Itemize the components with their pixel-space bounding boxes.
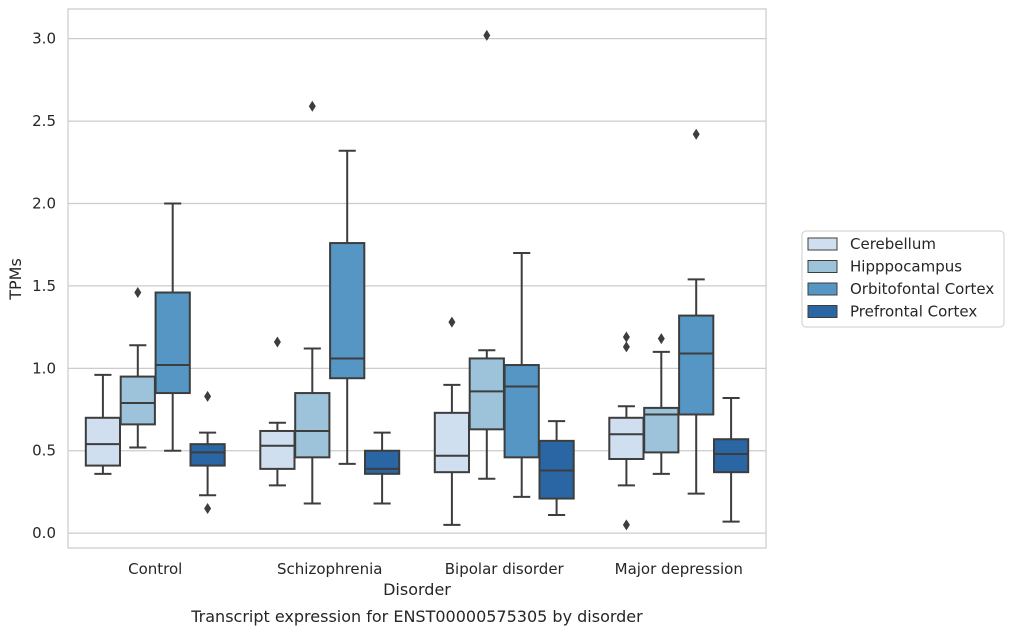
box-orbitofontal-cortex-major-depression bbox=[678, 128, 715, 495]
box-iqr bbox=[433, 411, 471, 474]
outlier-point bbox=[657, 333, 665, 345]
chart-caption: Transcript expression for ENST0000057530… bbox=[190, 607, 643, 626]
box-iqr bbox=[329, 242, 366, 380]
box-iqr bbox=[503, 364, 540, 459]
outlier-point bbox=[483, 29, 491, 41]
box-iqr bbox=[678, 314, 715, 416]
outlier-point bbox=[622, 331, 630, 343]
box-hipppocampus-bipolar-disorder bbox=[468, 29, 505, 480]
box-cerebellum-major-depression bbox=[608, 331, 645, 531]
legend-swatch bbox=[807, 237, 838, 251]
box-cerebellum-control bbox=[84, 373, 122, 475]
box-prefrontal-cortex-schizophrenia bbox=[363, 431, 401, 505]
box-orbitofontal-cortex-schizophrenia bbox=[329, 149, 366, 465]
legend-label: Prefrontal Cortex bbox=[850, 303, 977, 321]
outlier-point bbox=[622, 519, 630, 531]
legend-label: Orbitofontal Cortex bbox=[850, 280, 994, 298]
box-iqr bbox=[363, 449, 401, 475]
box-orbitofontal-cortex-control bbox=[154, 202, 191, 452]
outlier-point bbox=[692, 128, 700, 140]
box-iqr bbox=[608, 416, 645, 460]
y-axis-title: TPMs bbox=[6, 258, 25, 301]
box-cerebellum-bipolar-disorder bbox=[433, 316, 471, 526]
box-iqr bbox=[294, 392, 331, 459]
legend-swatch bbox=[807, 305, 838, 318]
x-tick-labels: Control Schizophrenia Bipolar disorder Majo… bbox=[128, 560, 743, 578]
legend: Cerebellum Hipppocampus Orbitofontal Corte… bbox=[801, 230, 1005, 328]
plot-frame bbox=[67, 8, 767, 549]
x-tick-label: Control bbox=[128, 560, 182, 578]
outlier-point bbox=[134, 287, 142, 299]
legend-swatch bbox=[807, 282, 838, 296]
box-iqr bbox=[154, 291, 191, 395]
y-tick-label: 1.0 bbox=[32, 359, 56, 377]
outlier-point bbox=[273, 336, 281, 348]
box-prefrontal-cortex-bipolar-disorder bbox=[538, 420, 575, 517]
box-orbitofontal-cortex-bipolar-disorder bbox=[503, 251, 540, 498]
box-hipppocampus-major-depression bbox=[643, 333, 680, 475]
legend-label: Cerebellum bbox=[850, 235, 936, 253]
box-iqr bbox=[119, 375, 156, 426]
box-iqr bbox=[189, 443, 226, 467]
box-prefrontal-cortex-major-depression bbox=[712, 397, 750, 523]
outlier-point bbox=[204, 502, 212, 514]
outlier-point bbox=[204, 390, 212, 402]
box-prefrontal-cortex-control bbox=[189, 390, 226, 514]
y-tick-label: 2.5 bbox=[32, 112, 56, 130]
x-tick-label: Schizophrenia bbox=[277, 560, 382, 578]
x-tick-label: Major depression bbox=[615, 560, 743, 578]
outlier-point bbox=[308, 100, 316, 112]
box-hipppocampus-control bbox=[119, 287, 156, 449]
x-axis-title: Disorder bbox=[383, 580, 451, 599]
legend-swatch bbox=[807, 260, 838, 273]
box-iqr bbox=[84, 416, 122, 467]
legend-frame bbox=[801, 230, 1005, 328]
y-tick-labels: 0.0 0.5 1.0 1.5 2.0 2.5 3.0 bbox=[32, 30, 56, 542]
y-tick-label: 2.0 bbox=[32, 195, 56, 213]
y-tick-label: 1.5 bbox=[32, 277, 56, 295]
legend-label: Hipppocampus bbox=[850, 258, 962, 276]
box-groups bbox=[84, 29, 750, 531]
box-hipppocampus-schizophrenia bbox=[294, 100, 331, 505]
outlier-point bbox=[622, 341, 630, 353]
outlier-point bbox=[448, 316, 456, 328]
box-cerebellum-schizophrenia bbox=[259, 336, 296, 487]
box-iqr bbox=[712, 438, 750, 474]
box-iqr bbox=[468, 357, 505, 431]
y-tick-label: 0.5 bbox=[32, 442, 56, 460]
y-tick-label: 0.0 bbox=[32, 524, 56, 542]
x-tick-label: Bipolar disorder bbox=[445, 560, 565, 578]
box-iqr bbox=[259, 429, 296, 470]
y-tick-label: 3.0 bbox=[32, 30, 56, 48]
